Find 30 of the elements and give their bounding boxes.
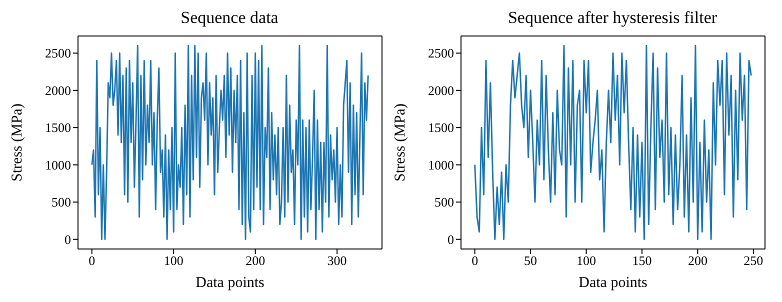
y-tick-label: 500 xyxy=(52,194,71,210)
y-tick-label: 0 xyxy=(64,232,71,247)
line-series xyxy=(91,44,369,240)
chart-title: Sequence data xyxy=(180,8,280,29)
chart-title: Sequence after hysteresis filter xyxy=(506,8,718,29)
y-tick-label: 1000 xyxy=(45,157,71,172)
x-tick-label: 200 xyxy=(246,253,266,268)
y-tick-label: 500 xyxy=(434,194,454,210)
x-tick-label: 0 xyxy=(88,253,96,268)
x-tick-label: 150 xyxy=(632,253,652,268)
y-tick-label: 0 xyxy=(448,232,454,247)
x-tick-label: 200 xyxy=(688,253,708,268)
line-series xyxy=(474,44,752,240)
y-tick-label: 2500 xyxy=(428,46,454,61)
y-tick-label: 2000 xyxy=(45,82,71,98)
x-tick-label: 250 xyxy=(744,253,764,268)
y-tick-label: 1000 xyxy=(428,157,454,172)
y-axis-title: Stress (MPa) xyxy=(9,104,26,182)
x-axis-title: Data points xyxy=(196,275,265,291)
x-tick-label: 100 xyxy=(576,253,596,268)
y-tick-label: 1500 xyxy=(428,120,454,136)
x-tick-label: 100 xyxy=(164,253,184,268)
y-tick-label: 1500 xyxy=(45,120,71,136)
x-tick-label: 0 xyxy=(472,253,478,268)
x-tick-label: 50 xyxy=(524,253,538,268)
y-tick-label: 2500 xyxy=(45,46,71,61)
y-axis-title: Stress (MPa) xyxy=(392,104,408,182)
y-tick-label: 2000 xyxy=(428,82,454,98)
x-axis-title: Data points xyxy=(578,275,648,291)
x-tick-label: 300 xyxy=(327,253,347,268)
